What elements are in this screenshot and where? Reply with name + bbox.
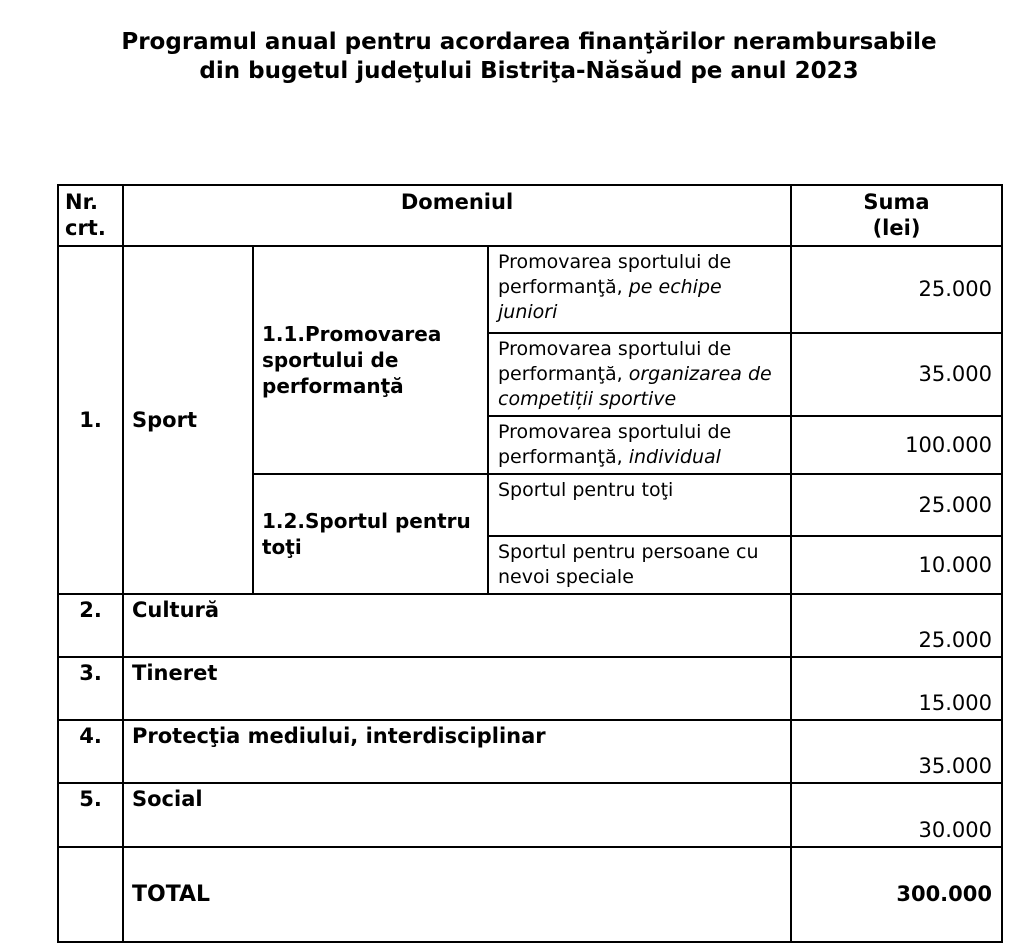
table-row: 2. Cultură 25.000 — [57, 593, 1003, 658]
amount-cell: 15.000 — [790, 656, 1003, 721]
amount-cell: 35.000 — [790, 332, 1003, 417]
row-number-cell: 1. — [57, 245, 124, 595]
table-row: 1.2.Sportul pentru toţi Sportul pentru t… — [58, 473, 1003, 595]
domain-cell: Tineret — [122, 656, 792, 721]
amount-cell: 25.000 — [790, 245, 1003, 334]
table-row: 4. Protecţia mediului, interdisciplinar … — [57, 719, 1003, 784]
amount-cell: 100.000 — [790, 415, 1003, 475]
table-row: 3. Tineret 15.000 — [57, 656, 1003, 721]
page-title-line2: din bugetul judeţului Bistriţa-Năsăud pe… — [199, 58, 859, 84]
desc-text: Promovarea sportului de performanţă, — [498, 421, 732, 468]
program-cell-1-1: 1.1.Promovarea sportului de performanţă — [252, 245, 489, 475]
row-number-cell: 4. — [57, 719, 124, 784]
amount-cell: 10.000 — [790, 535, 1003, 595]
header-cell-domain: Domeniul — [122, 184, 792, 247]
amount-cell: 25.000 — [790, 593, 1003, 658]
total-amount-cell: 300.000 — [790, 846, 1003, 943]
desc-italic: pe echipe juniori — [498, 276, 722, 323]
domain-cell: Protecţia mediului, interdisciplinar — [122, 719, 792, 784]
domain-cell-sport: Sport — [122, 245, 254, 595]
description-cell: Sportul pentru toţi — [487, 473, 792, 537]
desc-text: Sportul pentru persoane cu nevoi special… — [498, 541, 759, 588]
desc-text: Sportul pentru toţi — [498, 479, 674, 501]
domain-cell: Cultură — [122, 593, 792, 658]
program-cell-1-2: 1.2.Sportul pentru toţi — [252, 473, 489, 595]
description-cell: Promovarea sportului de performanţă, ind… — [487, 415, 792, 475]
amount-cell: 35.000 — [790, 719, 1003, 784]
table-row: Promovarea sportului de performanţă, ind… — [58, 415, 1003, 475]
desc-italic: individual — [628, 446, 721, 468]
page-title: Programul anual pentru acordarea finanţă… — [57, 28, 1001, 86]
amount-cell: 30.000 — [790, 782, 1003, 848]
table-row: Sportul pentru persoane cu nevoi special… — [58, 535, 1003, 595]
description-cell: Promovarea sportului de performanţă, pe … — [487, 245, 792, 334]
amount-cell: 25.000 — [790, 473, 1003, 537]
header-cell-sum: Suma (lei) — [790, 184, 1003, 247]
row-number-cell: 5. — [57, 782, 124, 848]
description-cell: Sportul pentru persoane cu nevoi special… — [487, 535, 792, 595]
desc-text: Promovarea sportului de performanţă, — [498, 338, 732, 385]
table-row: 5. Social 30.000 — [57, 782, 1003, 848]
total-label-cell: TOTAL — [122, 846, 792, 943]
desc-text: Promovarea sportului de performanţă, — [498, 251, 732, 298]
total-row: TOTAL 300.000 — [57, 846, 1003, 943]
header-cell-nr: Nr. crt. — [57, 184, 124, 247]
description-cell: Promovarea sportului de performanţă, org… — [487, 332, 792, 417]
budget-table: Nr. crt. Domeniul Suma (lei) 1. Sport 1.… — [57, 184, 1003, 943]
table-row: Promovarea sportului de performanţă, org… — [58, 332, 1003, 417]
row-number-cell: 2. — [57, 593, 124, 658]
table-row: 1. Sport 1.1.Promovarea sportului de per… — [57, 245, 1003, 595]
total-empty-cell — [57, 846, 124, 943]
header-row: Nr. crt. Domeniul Suma (lei) — [57, 184, 1003, 247]
desc-italic: organizarea de competiții sportive — [498, 363, 772, 410]
page-title-line1: Programul anual pentru acordarea finanţă… — [121, 29, 937, 55]
domain-cell: Social — [122, 782, 792, 848]
row-number-cell: 3. — [57, 656, 124, 721]
